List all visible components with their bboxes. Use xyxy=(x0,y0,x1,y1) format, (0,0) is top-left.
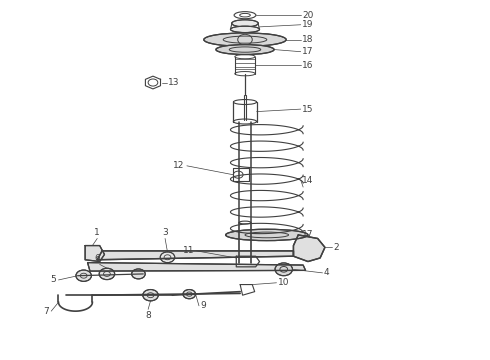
Text: 6: 6 xyxy=(95,254,100,263)
Text: 1: 1 xyxy=(95,228,100,237)
Text: 13: 13 xyxy=(168,78,179,87)
Text: 9: 9 xyxy=(200,301,206,310)
Polygon shape xyxy=(88,262,306,271)
Text: 20: 20 xyxy=(302,11,314,20)
Text: 12: 12 xyxy=(173,161,184,170)
Text: 2: 2 xyxy=(334,243,339,252)
Text: 8: 8 xyxy=(145,311,151,320)
Ellipse shape xyxy=(230,26,260,32)
Ellipse shape xyxy=(204,33,286,46)
Text: 17: 17 xyxy=(302,230,314,239)
Text: 17: 17 xyxy=(302,47,314,56)
Text: 10: 10 xyxy=(278,278,290,287)
Text: 15: 15 xyxy=(302,105,314,114)
Text: 16: 16 xyxy=(302,61,314,70)
Text: 7: 7 xyxy=(43,307,49,316)
Polygon shape xyxy=(85,246,104,261)
Polygon shape xyxy=(97,251,294,260)
Ellipse shape xyxy=(232,20,258,27)
Polygon shape xyxy=(294,235,325,261)
Text: 11: 11 xyxy=(183,246,194,255)
Text: 3: 3 xyxy=(162,228,168,237)
Ellipse shape xyxy=(225,229,308,240)
Text: 5: 5 xyxy=(50,275,56,284)
Ellipse shape xyxy=(216,45,274,54)
Circle shape xyxy=(76,270,92,282)
Circle shape xyxy=(275,263,293,276)
Circle shape xyxy=(183,289,196,299)
Text: 19: 19 xyxy=(302,20,314,29)
Text: 4: 4 xyxy=(324,268,330,277)
Circle shape xyxy=(99,268,115,280)
Text: 18: 18 xyxy=(302,35,314,44)
Circle shape xyxy=(143,289,158,301)
Circle shape xyxy=(160,252,175,262)
Text: 14: 14 xyxy=(302,176,314,185)
Circle shape xyxy=(132,269,145,279)
